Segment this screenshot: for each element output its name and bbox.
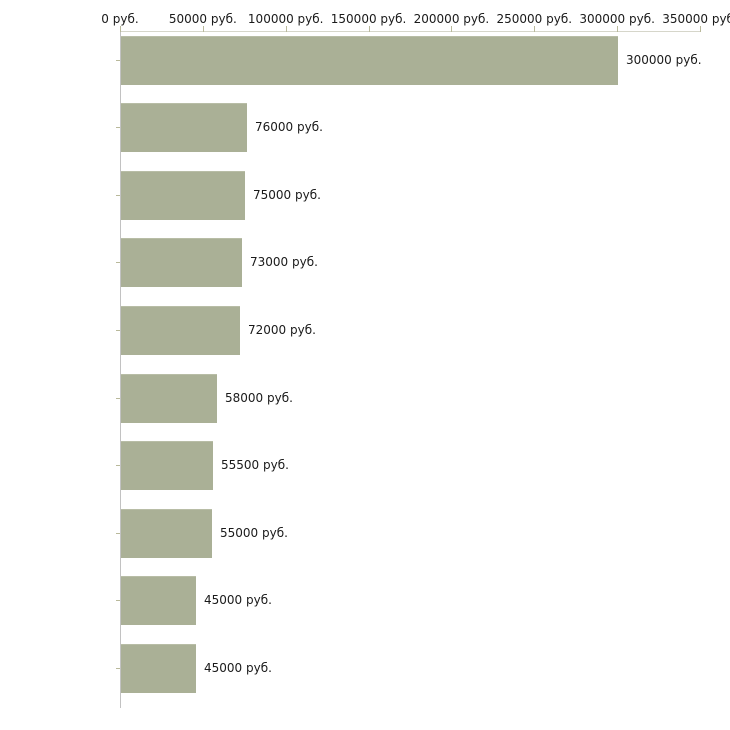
category-tick [116,668,120,669]
value-label: 76000 руб. [255,120,323,135]
bar [121,441,213,491]
category-tick [116,465,120,467]
x-tick-label: 0 руб. [101,12,139,26]
value-label: 72000 руб. [248,323,316,337]
bar [121,373,217,423]
x-axis-line [120,31,700,32]
bar [121,508,212,558]
category-tick [116,194,120,196]
bar [121,103,247,153]
x-tick-label: 50000 руб. [168,12,237,26]
x-tick [534,26,536,32]
bar [121,644,196,693]
value-label: 45000 руб. [204,593,272,608]
bar [121,238,242,288]
x-tick-label: 300000 руб. [579,12,655,26]
x-tick-label: 200000 руб. [413,12,490,26]
category-tick [116,59,120,61]
x-tick [368,26,370,32]
value-label: 58000 руб. [225,390,293,405]
value-label: 55500 руб. [221,458,289,473]
x-tick [285,26,287,32]
category-tick [116,262,120,264]
bar [121,35,618,85]
x-tick [451,26,453,32]
value-label: 55000 руб. [220,525,288,540]
category-tick [116,330,120,331]
bar [121,170,245,220]
x-tick [700,26,701,32]
x-tick [202,26,204,32]
value-label: 45000 руб. [204,661,272,675]
x-tick-label: 350000 руб. [662,12,730,26]
value-label: 73000 руб. [250,255,318,270]
x-tick-label: 100000 руб. [247,12,324,26]
x-tick [120,26,121,32]
category-tick [116,127,120,129]
category-tick [116,397,120,399]
bar [121,576,196,626]
x-tick [617,26,619,32]
bar [121,306,240,355]
category-tick [116,600,120,602]
value-label: 75000 руб. [253,187,321,202]
category-tick [116,532,120,534]
category-axis-line [120,31,121,708]
x-tick-label: 150000 руб. [330,12,407,26]
value-label: 300000 руб. [626,52,702,67]
x-tick-label: 250000 руб. [496,12,573,26]
